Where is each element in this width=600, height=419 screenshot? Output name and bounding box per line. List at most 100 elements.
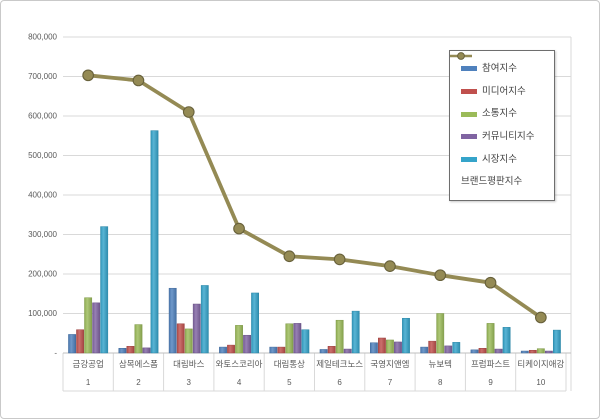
bar-미디어지수-rank5: [277, 346, 286, 354]
bar-참여지수-rank3: [168, 287, 177, 354]
bar-시장지수-rank10: [552, 329, 561, 354]
bar-참여지수-rank9: [470, 349, 479, 354]
category-rank-label: 4: [237, 378, 242, 387]
bar-커뮤니티지수-rank7: [394, 341, 402, 354]
bar-커뮤니티지수-rank4: [243, 334, 251, 354]
bar-참여지수-rank4: [219, 346, 227, 354]
y-axis-tick-label: 100,000: [28, 309, 57, 318]
category-rank-label: 9: [488, 378, 493, 387]
y-axis-tick-label: 600,000: [28, 112, 57, 121]
bar-커뮤니티지수-rank3: [192, 303, 201, 354]
legend-swatch-icon: [461, 111, 477, 117]
line-marker-브랜드평판지수-rank2: [132, 74, 145, 87]
y-axis-tick-label: 300,000: [28, 230, 57, 239]
category-label: 대림통상: [274, 359, 305, 369]
line-marker-브랜드평판지수-rank10: [534, 311, 547, 324]
legend-label: 소통지수: [482, 108, 517, 120]
bar-시장지수-rank7: [402, 317, 410, 354]
bar-참여지수-rank10: [520, 350, 529, 354]
bar-커뮤니티지수-rank9: [494, 348, 503, 354]
bar-시장지수-rank3: [200, 285, 209, 354]
legend-item-소통지수: 소통지수: [461, 109, 554, 119]
bar-미디어지수-rank4: [227, 344, 235, 354]
bar-소통지수-rank9: [486, 323, 495, 354]
bar-미디어지수-rank8: [428, 340, 437, 354]
bar-소통지수-rank8: [436, 313, 445, 354]
bar-소통지수-rank4: [235, 325, 243, 354]
bar-참여지수-rank8: [420, 346, 429, 354]
bar-커뮤니티지수-rank2: [142, 347, 151, 354]
category-rank-label: 10: [536, 378, 545, 387]
bar-시장지수-rank1: [100, 226, 109, 354]
line-브랜드평판지수: [86, 73, 543, 320]
category-label: 제일테크노스: [316, 359, 363, 369]
legend-label: 미디어지수: [482, 85, 526, 97]
bar-참여지수-rank6: [319, 349, 328, 354]
legend-label: 브랜드평판지수: [461, 176, 523, 188]
category-rank-label: 5: [287, 378, 292, 387]
bar-소통지수-rank3: [184, 328, 193, 354]
category-rank-label: 2: [136, 378, 141, 387]
y-axis-tick-label: -: [54, 349, 57, 358]
category-rank-label: 1: [86, 378, 91, 387]
legend-item-미디어지수: 미디어지수: [461, 87, 554, 97]
bar-참여지수-rank7: [370, 342, 378, 354]
legend-item-커뮤니티지수: 커뮤니티지수: [461, 132, 554, 142]
bar-미디어지수-rank1: [76, 329, 85, 354]
bar-참여지수-rank5: [269, 346, 278, 354]
bar-미디어지수-rank7: [378, 337, 386, 354]
bar-시장지수-rank4: [251, 292, 259, 354]
line-marker-브랜드평판지수-rank6: [333, 253, 346, 266]
bar-소통지수-rank5: [285, 323, 294, 354]
legend-line-marker-icon: [450, 52, 472, 60]
y-axis-tick-label: 800,000: [28, 33, 57, 42]
legend-swatch-icon: [461, 66, 477, 72]
bar-커뮤니티지수-rank8: [444, 345, 453, 354]
bar-커뮤니티지수-rank10: [544, 350, 553, 354]
bar-미디어지수-rank2: [126, 346, 135, 354]
category-label: 뉴보텍: [429, 359, 452, 369]
line-marker-브랜드평판지수-rank9: [484, 276, 497, 289]
bar-미디어지수-rank10: [528, 349, 537, 354]
line-marker-브랜드평판지수-rank3: [182, 106, 195, 118]
bar-미디어지수-rank6: [327, 346, 336, 354]
legend-label: 커뮤니티지수: [482, 131, 535, 143]
category-label: 프럼파스트: [471, 359, 510, 369]
legend-swatch-icon: [461, 89, 477, 95]
bar-커뮤니티지수-rank5: [293, 323, 302, 354]
bar-미디어지수-rank3: [176, 323, 185, 354]
y-axis-tick-label: 200,000: [28, 270, 57, 279]
y-axis-tick-label: 400,000: [28, 191, 57, 200]
bar-시장지수-rank9: [502, 327, 511, 354]
category-rank-label: 3: [187, 378, 192, 387]
bar-커뮤니티지수-rank6: [343, 348, 352, 354]
category-label: 티케이지애강: [517, 359, 564, 369]
legend-swatch-icon: [461, 156, 477, 162]
legend-label: 시장지수: [482, 153, 517, 165]
legend-label: 참여지수: [482, 63, 517, 75]
category-rank-label: 6: [337, 378, 342, 387]
legend-swatch-icon: [461, 134, 477, 140]
bar-시장지수-rank6: [351, 310, 360, 354]
bar-참여지수-rank2: [118, 348, 127, 354]
legend-item-브랜드평판지수: 브랜드평판지수: [450, 52, 554, 188]
line-marker-브랜드평판지수-rank8: [434, 269, 447, 282]
bar-소통지수-rank10: [536, 348, 545, 354]
line-marker-브랜드평판지수-rank7: [384, 260, 396, 272]
bar-소통지수-rank7: [386, 339, 394, 354]
bar-소통지수-rank6: [335, 319, 344, 354]
legend-item-시장지수: 시장지수: [461, 155, 554, 165]
bar-참여지수-rank1: [68, 334, 77, 354]
legend-item-참여지수: 참여지수: [461, 64, 554, 74]
bar-소통지수-rank1: [84, 297, 93, 354]
category-label: 금강공업: [73, 359, 104, 369]
bar-소통지수-rank2: [134, 324, 143, 354]
bar-미디어지수-rank9: [478, 348, 487, 354]
bar-시장지수-rank8: [452, 342, 461, 354]
line-marker-브랜드평판지수-rank5: [283, 250, 296, 263]
bar-시장지수-rank2: [150, 130, 159, 354]
category-label: 삼목에스폼: [119, 359, 158, 369]
